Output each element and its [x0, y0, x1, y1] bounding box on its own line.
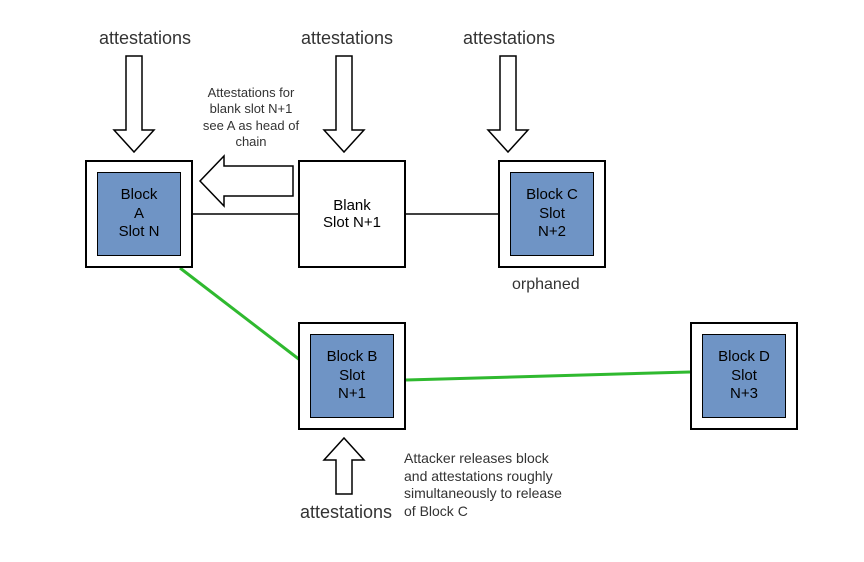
edge-a-b [180, 268, 300, 360]
diagram-stage: Block A Slot N Blank Slot N+1 Block C Sl… [0, 0, 864, 562]
node-blank-line2: Slot N+1 [323, 214, 381, 231]
label-attestations-c: attestations [463, 28, 555, 50]
note-bottom: Attacker releases block and attestations… [404, 450, 634, 520]
node-block-a-line3: Slot N [119, 223, 160, 242]
edge-b-d [406, 372, 690, 380]
node-block-b-line1: Block B [327, 348, 378, 367]
node-block-d-inner: Block D Slot N+3 [702, 334, 786, 418]
label-orphaned: orphaned [512, 275, 580, 294]
node-block-a-line1: Block [121, 186, 158, 205]
label-attestations-a: attestations [99, 28, 191, 50]
node-block-d-line2: Slot [731, 367, 757, 386]
node-block-c-line3: N+2 [538, 223, 566, 242]
note-top: Attestations for blank slot N+1 see A as… [186, 85, 316, 150]
node-blank-line1: Blank [333, 197, 371, 214]
node-blank: Blank Slot N+1 [298, 160, 406, 268]
node-block-b-line2: Slot [339, 367, 365, 386]
node-block-b-inner: Block B Slot N+1 [310, 334, 394, 418]
node-block-a-inner: Block A Slot N [97, 172, 181, 256]
node-block-c-inner: Block C Slot N+2 [510, 172, 594, 256]
arrow-down-a [114, 56, 154, 152]
node-block-a-line2: A [134, 205, 144, 224]
arrow-down-blank [324, 56, 364, 152]
arrow-left-note [200, 156, 293, 206]
label-attestations-blank: attestations [301, 28, 393, 50]
label-attestations-b: attestations [300, 502, 392, 524]
node-block-c-line1: Block C [526, 186, 578, 205]
node-block-b-line3: N+1 [338, 385, 366, 404]
node-block-c-line2: Slot [539, 205, 565, 224]
node-block-d-line1: Block D [718, 348, 770, 367]
node-block-d-line3: N+3 [730, 385, 758, 404]
arrow-down-c [488, 56, 528, 152]
arrow-up-b [324, 438, 364, 494]
